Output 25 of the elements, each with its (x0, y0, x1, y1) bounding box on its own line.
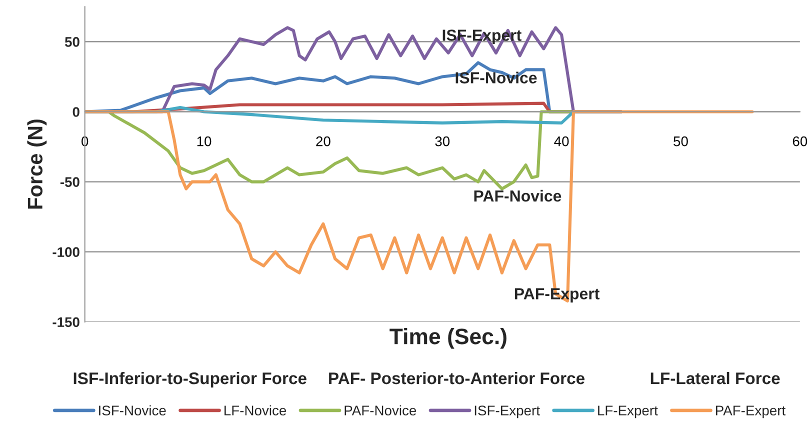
annotation: ISF-Novice (456, 72, 537, 84)
text: PAF- Posterior-to-Anterior Force (329, 372, 585, 384)
legend-label: ISF-Expert (474, 406, 540, 418)
text: ISF-Inferior-to-Superior Force (74, 372, 306, 388)
legend-label: PAF-Expert (716, 406, 786, 418)
annotation: PAF-Novice (474, 190, 562, 202)
y-tick-label: 50 (64, 37, 80, 47)
text: LF-Lateral Force (650, 372, 780, 384)
legend-label: ISF-Novice (99, 405, 166, 416)
y-tick-label: 0 (72, 107, 80, 117)
x-tick-label: 20 (316, 136, 330, 146)
x-tick-label: 30 (435, 136, 450, 146)
legend-label: LF-Expert (598, 406, 658, 418)
x-tick-label: 40 (554, 136, 569, 146)
y-tick-label: -150 (52, 317, 80, 328)
x-tick-label: 50 (674, 136, 688, 146)
x-tick-label: 0 (82, 136, 88, 146)
x-axis-title: Time (Sec.) (390, 328, 506, 349)
y-tick-label: -100 (52, 247, 80, 258)
y-axis-title: Force (N) (27, 120, 47, 209)
x-tick-label: 10 (197, 136, 212, 146)
legend-label: LF-Novice (224, 405, 286, 416)
legend-label: PAF-Novice (344, 405, 416, 416)
y-tick-label: -50 (60, 177, 80, 187)
x-tick-label: 60 (792, 136, 808, 146)
